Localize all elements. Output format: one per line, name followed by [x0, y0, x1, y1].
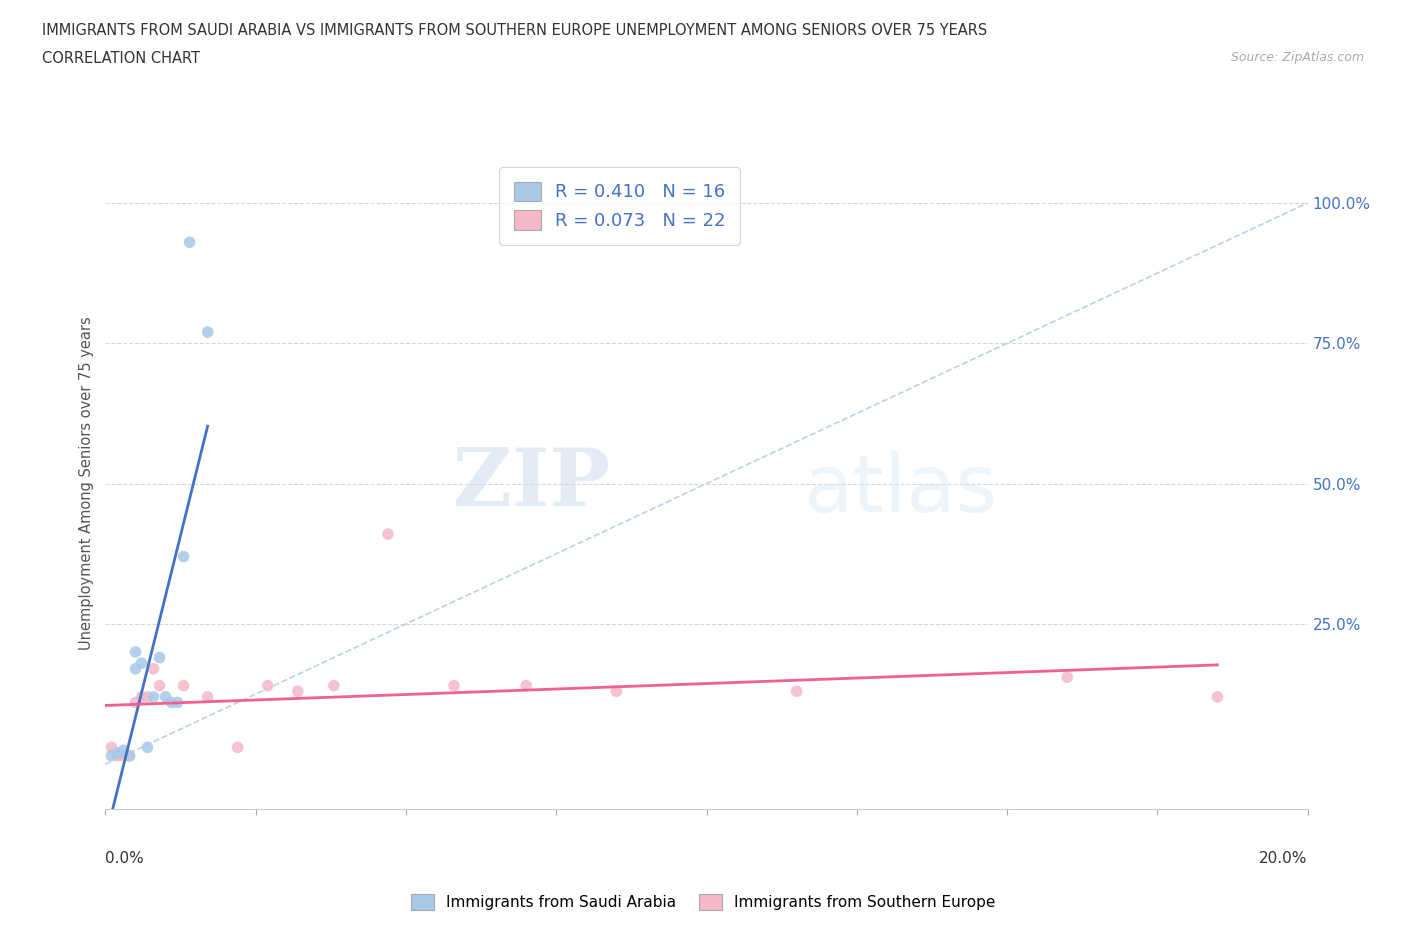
Point	[173, 549, 195, 564]
Point	[107, 749, 129, 764]
Point	[1206, 689, 1229, 704]
Point	[173, 678, 195, 693]
Point	[112, 749, 135, 764]
Text: IMMIGRANTS FROM SAUDI ARABIA VS IMMIGRANTS FROM SOUTHERN EUROPE UNEMPLOYMENT AMO: IMMIGRANTS FROM SAUDI ARABIA VS IMMIGRAN…	[42, 23, 987, 38]
Point	[124, 661, 146, 676]
Point	[155, 689, 177, 704]
Text: 20.0%: 20.0%	[1260, 851, 1308, 866]
Point	[443, 678, 465, 693]
Point	[256, 678, 278, 693]
Point	[100, 749, 122, 764]
Point	[131, 656, 153, 671]
Point	[226, 740, 249, 755]
Point	[118, 749, 141, 764]
Text: atlas: atlas	[803, 451, 997, 529]
Y-axis label: Unemployment Among Seniors over 75 years: Unemployment Among Seniors over 75 years	[79, 317, 94, 650]
Point	[112, 743, 135, 758]
Point	[136, 689, 159, 704]
Point	[142, 661, 165, 676]
Text: ZIP: ZIP	[453, 445, 610, 523]
Point	[1056, 670, 1078, 684]
Point	[124, 695, 146, 710]
Legend: R = 0.410   N = 16, R = 0.073   N = 22: R = 0.410 N = 16, R = 0.073 N = 22	[499, 167, 740, 245]
Point	[605, 684, 627, 698]
Point	[100, 740, 122, 755]
Point	[287, 684, 309, 698]
Point	[179, 235, 201, 250]
Point	[377, 526, 399, 541]
Point	[148, 650, 170, 665]
Point	[118, 749, 141, 764]
Point	[124, 644, 146, 659]
Point	[322, 678, 344, 693]
Point	[515, 678, 537, 693]
Point	[197, 325, 219, 339]
Legend: Immigrants from Saudi Arabia, Immigrants from Southern Europe: Immigrants from Saudi Arabia, Immigrants…	[404, 886, 1002, 918]
Point	[197, 689, 219, 704]
Text: CORRELATION CHART: CORRELATION CHART	[42, 51, 200, 66]
Point	[166, 695, 188, 710]
Point	[142, 689, 165, 704]
Text: 0.0%: 0.0%	[105, 851, 145, 866]
Text: Source: ZipAtlas.com: Source: ZipAtlas.com	[1230, 51, 1364, 64]
Point	[148, 678, 170, 693]
Point	[107, 746, 129, 761]
Point	[131, 689, 153, 704]
Point	[160, 695, 183, 710]
Point	[136, 740, 159, 755]
Point	[786, 684, 808, 698]
